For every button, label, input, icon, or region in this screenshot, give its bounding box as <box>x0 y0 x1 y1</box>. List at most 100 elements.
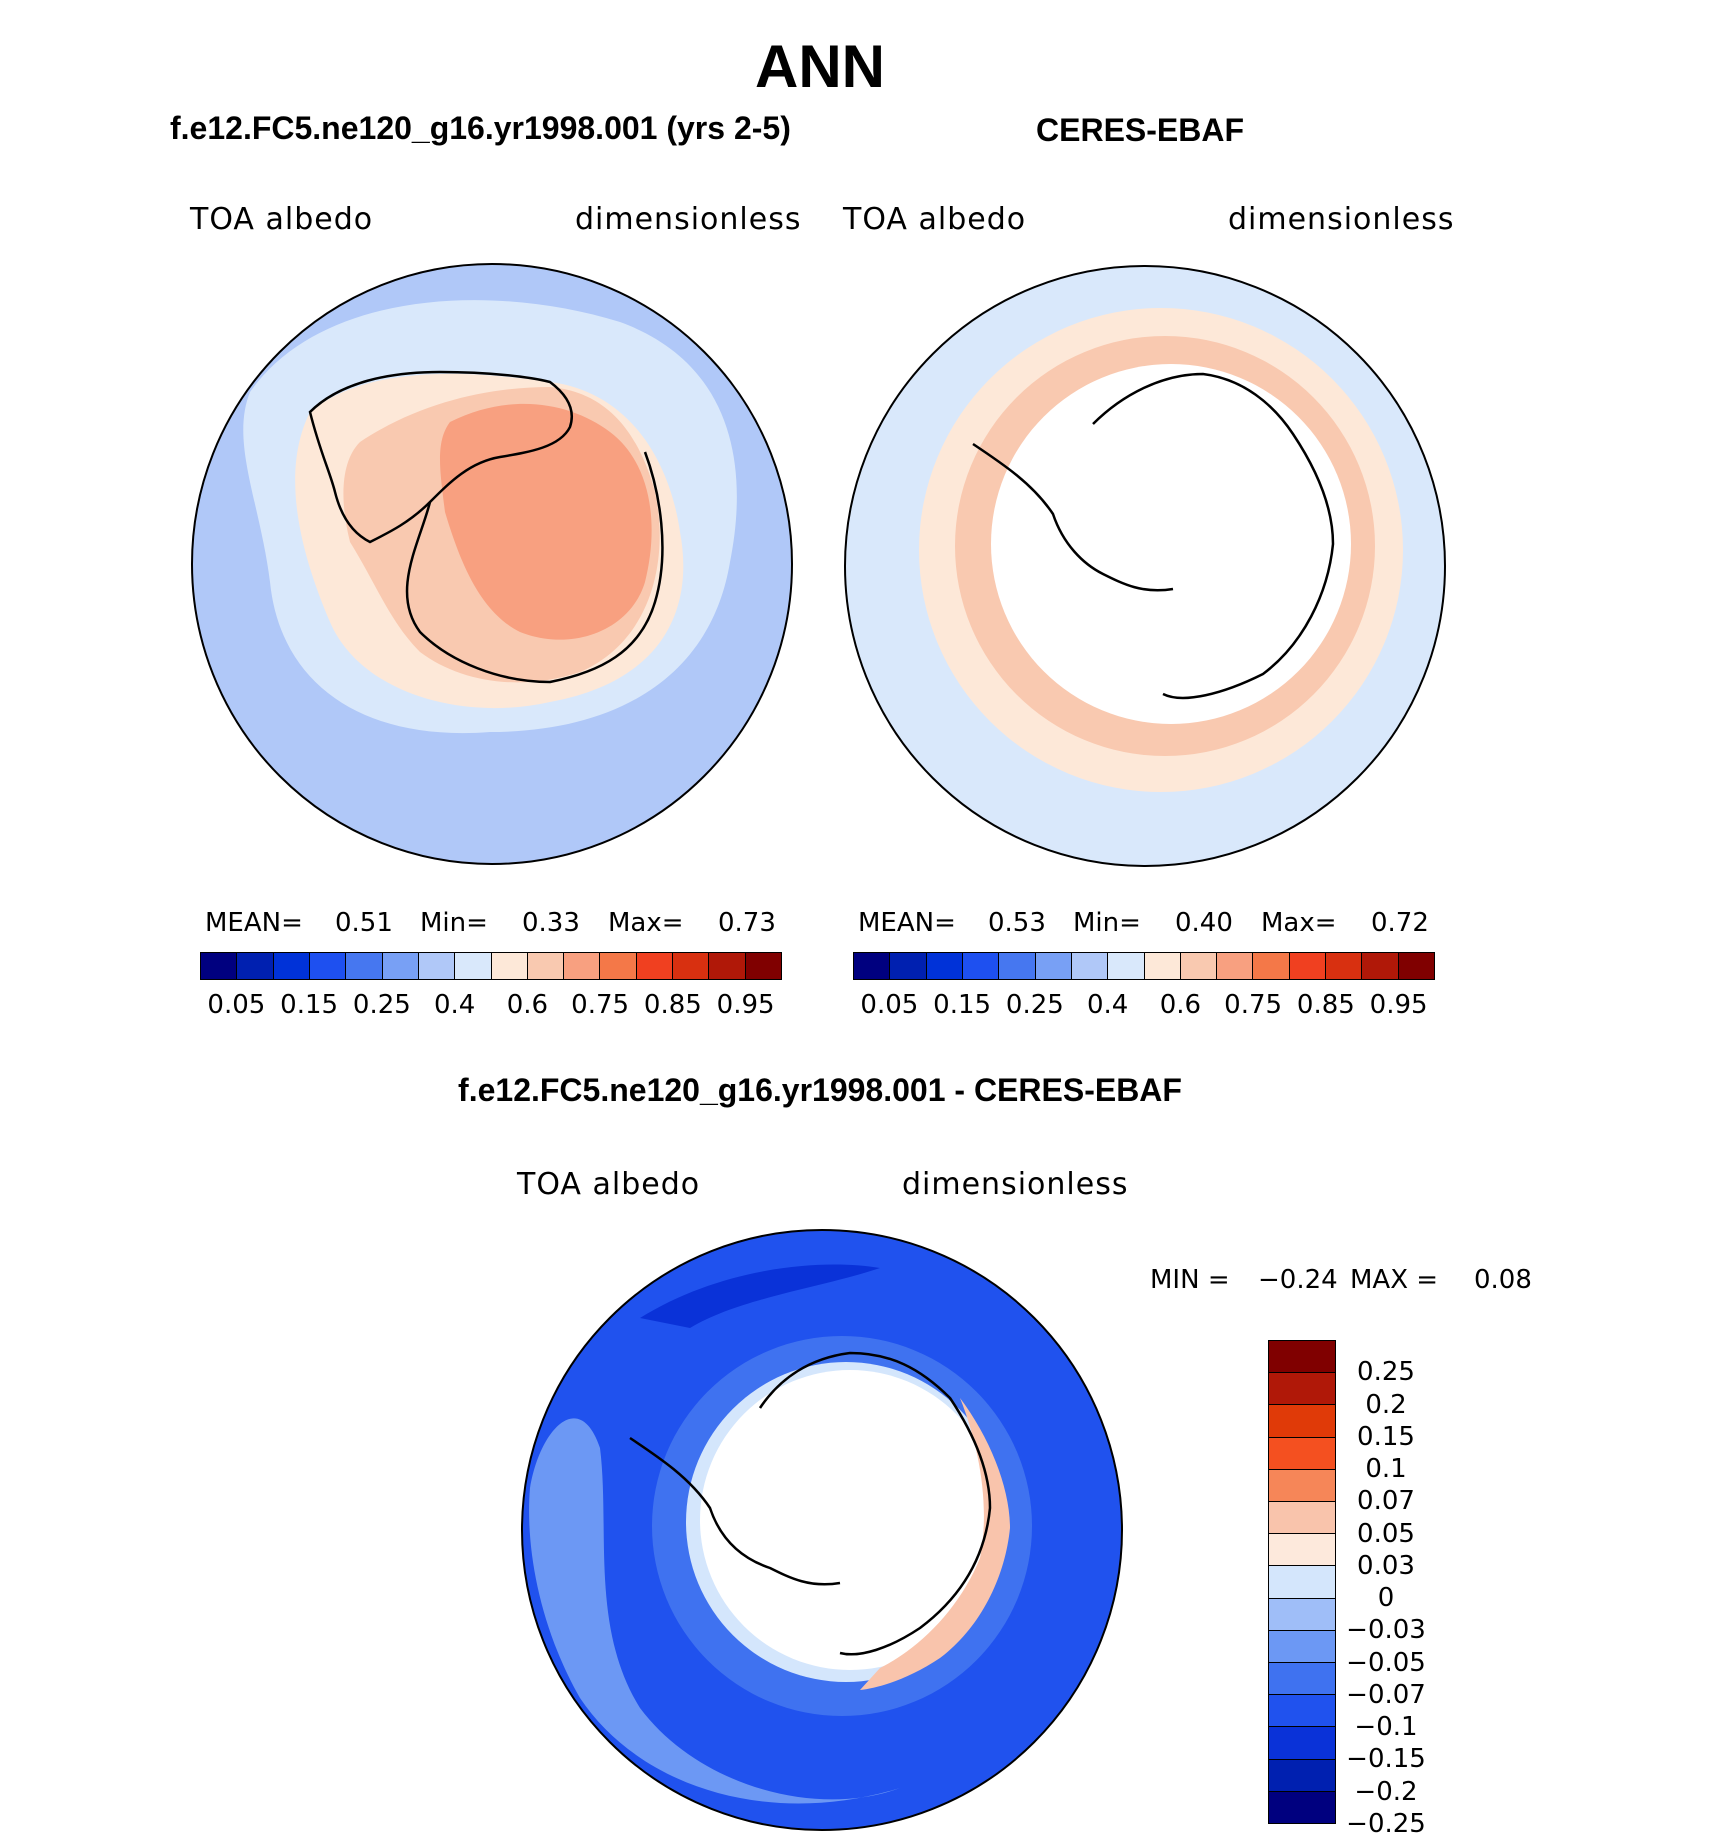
colorbar-tick-label: 0.6 <box>506 990 549 1020</box>
panel3-min-value: −0.24 <box>1258 1265 1338 1295</box>
colorbar-swatch <box>1144 953 1181 979</box>
panel1-units-label: dimensionless <box>575 202 802 237</box>
colorbar-tick-label: 0.03 <box>1357 1550 1415 1581</box>
colorbar-swatch <box>636 953 674 979</box>
panel1-colorbar-ticks: 0.05 0.15 0.25 0.4 0.6 0.75 0.85 0.95 <box>200 990 782 1024</box>
colorbar-swatch <box>999 953 1036 979</box>
colorbar-swatch <box>1269 1791 1335 1824</box>
colorbar-tick-label: 0.85 <box>643 990 702 1020</box>
panel2-colorbar-ticks: 0.05 0.15 0.25 0.4 0.6 0.75 0.85 0.95 <box>853 990 1435 1024</box>
colorbar-swatch <box>1035 953 1072 979</box>
panel2-map <box>844 265 1446 867</box>
panel2-masked-region <box>991 364 1351 724</box>
colorbar-swatch <box>455 953 492 979</box>
panel3-weak-bias-west <box>529 1418 900 1804</box>
colorbar-tick-label: 0.2 <box>1365 1389 1407 1420</box>
panel1-mean-value: 0.51 <box>335 908 393 938</box>
colorbar-swatch <box>1398 953 1434 979</box>
colorbar-swatch <box>745 953 781 979</box>
colorbar-swatch <box>1217 953 1254 979</box>
panel1-max-value: 0.73 <box>718 908 776 938</box>
panel2-title: CERES-EBAF <box>1036 112 1245 148</box>
colorbar-swatch <box>709 953 746 979</box>
panel3-masked-region <box>700 1370 1000 1670</box>
colorbar-swatch <box>600 953 637 979</box>
colorbar-swatch <box>1269 1663 1335 1696</box>
colorbar-tick-label: −0.2 <box>1354 1776 1418 1807</box>
figure-title: ANN <box>755 33 885 100</box>
panel3-positive-bias <box>860 1398 1010 1690</box>
colorbar-swatch <box>1326 953 1363 979</box>
colorbar-tick-label: 0.6 <box>1159 990 1202 1020</box>
colorbar-tick-label: 0.15 <box>1357 1421 1415 1452</box>
panel3-units-label: dimensionless <box>902 1167 1129 1202</box>
panel1-min-label: Min= <box>420 908 488 938</box>
panel1-plateau <box>440 403 652 640</box>
colorbar-swatch <box>1108 953 1145 979</box>
panel2-coastline <box>1092 372 1335 700</box>
panel1-variable-label: TOA albedo <box>190 202 374 237</box>
colorbar-tick-label: 0.25 <box>1005 990 1064 1020</box>
colorbar-tick-label: 0.25 <box>352 990 411 1020</box>
colorbar-tick-label: 0.95 <box>1369 990 1428 1020</box>
colorbar-swatch <box>1362 953 1399 979</box>
colorbar-tick-label: −0.15 <box>1346 1744 1426 1775</box>
colorbar-tick-label: 0.05 <box>207 990 266 1020</box>
colorbar-tick-label: 0.4 <box>433 990 476 1020</box>
colorbar-tick-label: −0.25 <box>1346 1809 1426 1839</box>
panel1-map <box>191 263 793 865</box>
colorbar-swatch <box>309 953 347 979</box>
colorbar-swatch <box>1269 1373 1335 1406</box>
panel2-mean-label: MEAN= <box>858 908 956 938</box>
colorbar-swatch <box>418 953 456 979</box>
colorbar-tick-label: −0.07 <box>1346 1679 1426 1710</box>
colorbar-swatch <box>1269 1437 1335 1470</box>
colorbar-swatch <box>1180 953 1218 979</box>
colorbar-tick-label: −0.03 <box>1346 1615 1426 1646</box>
colorbar-tick-label: 0 <box>1377 1583 1395 1614</box>
colorbar-swatch <box>890 953 927 979</box>
colorbar-swatch <box>1269 1469 1335 1503</box>
colorbar-swatch <box>962 953 1000 979</box>
colorbar-swatch <box>273 953 310 979</box>
colorbar-swatch <box>1269 1759 1335 1792</box>
colorbar-swatch <box>1071 953 1109 979</box>
colorbar-swatch <box>1269 1341 1335 1374</box>
colorbar-swatch <box>1253 953 1290 979</box>
panel3-variable-label: TOA albedo <box>517 1167 701 1202</box>
panel2-max-value: 0.72 <box>1371 908 1429 938</box>
colorbar-tick-label: 0.05 <box>1357 1518 1415 1549</box>
panel2-units-label: dimensionless <box>1228 202 1455 237</box>
colorbar-swatch <box>564 953 601 979</box>
panel3-colorbar <box>1268 1340 1336 1824</box>
colorbar-tick-label: 0.85 <box>1296 990 1355 1020</box>
panel2-min-value: 0.40 <box>1175 908 1233 938</box>
panel1-min-value: 0.33 <box>522 908 580 938</box>
colorbar-swatch <box>527 953 565 979</box>
panel3-coastline-peninsula <box>629 1436 841 1586</box>
colorbar-swatch <box>1269 1598 1335 1631</box>
colorbar-tick-label: 0.05 <box>860 990 919 1020</box>
colorbar-swatch <box>1269 1727 1335 1760</box>
colorbar-swatch <box>1269 1534 1335 1567</box>
panel2-variable-label: TOA albedo <box>843 202 1027 237</box>
panel2-min-label: Min= <box>1073 908 1141 938</box>
colorbar-swatch <box>854 953 891 979</box>
panel2-max-label: Max= <box>1261 908 1337 938</box>
colorbar-swatch <box>382 953 419 979</box>
panel2-mean-value: 0.53 <box>988 908 1046 938</box>
colorbar-tick-label: 0.4 <box>1086 990 1129 1020</box>
panel3-colorbar-ticks: 0.25 0.2 0.15 0.1 0.07 0.05 0.03 0 −0.03 −0.05 −0.… <box>1336 1340 1446 1839</box>
colorbar-tick-label: 0.25 <box>1357 1357 1415 1388</box>
panel3-title: f.e12.FC5.ne120_g16.yr1998.001 - CERES-E… <box>458 1072 1182 1108</box>
panel2-map-border <box>844 265 1446 867</box>
colorbar-swatch <box>491 953 528 979</box>
colorbar-tick-label: 0.95 <box>716 990 775 1020</box>
colorbar-swatch <box>926 953 963 979</box>
panel1-coastline <box>308 370 574 544</box>
panel1-coastline-east <box>405 451 664 684</box>
colorbar-swatch <box>1289 953 1327 979</box>
panel3-map-border <box>521 1229 1123 1831</box>
colorbar-tick-label: 0.15 <box>280 990 339 1020</box>
panel1-mean-label: MEAN= <box>205 908 303 938</box>
